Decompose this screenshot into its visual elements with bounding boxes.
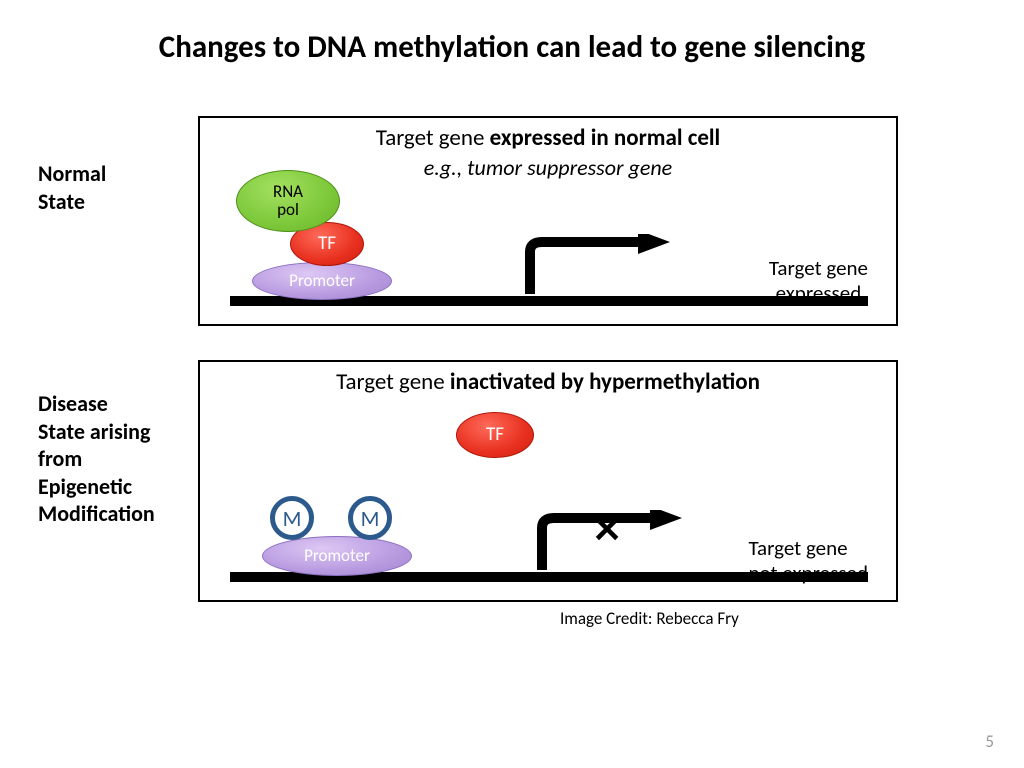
panel-a-title-bold: expressed in normal cell <box>490 124 721 152</box>
promoter-b: Promoter <box>262 536 412 576</box>
promoter-a: Promoter <box>252 262 392 300</box>
panel-normal: Target gene expressed in normal cell e.g… <box>198 116 898 326</box>
methyl-1: M <box>270 496 314 540</box>
image-credit: Image Credit: Rebecca Fry <box>560 608 739 629</box>
result-a: Target gene expressed <box>769 256 868 306</box>
panel-b-title-bold: inactivated by hypermethylation <box>450 368 760 396</box>
label-normal-state: Normal State <box>38 160 106 215</box>
panel-a-title: Target gene expressed in normal cell <box>200 124 896 152</box>
result-b: Target gene not expressed <box>748 536 868 586</box>
panel-b-title-prefix: Target gene <box>336 368 450 396</box>
panel-a-title-prefix: Target gene <box>376 124 490 152</box>
panel-disease: Target gene inactivated by hypermethylat… <box>198 360 898 602</box>
transcription-arrow-a <box>520 234 680 300</box>
panel-b-title: Target gene inactivated by hypermethylat… <box>200 368 896 396</box>
rna-pol: RNA pol <box>236 170 340 232</box>
tf-b: TF <box>456 412 534 458</box>
slide-title: Changes to DNA methylation can lead to g… <box>0 28 1024 66</box>
page-number: 5 <box>985 731 994 752</box>
blocked-icon: ✕ <box>592 508 622 552</box>
label-disease-state: Disease State arising from Epigenetic Mo… <box>38 390 155 528</box>
methyl-2: M <box>348 496 392 540</box>
